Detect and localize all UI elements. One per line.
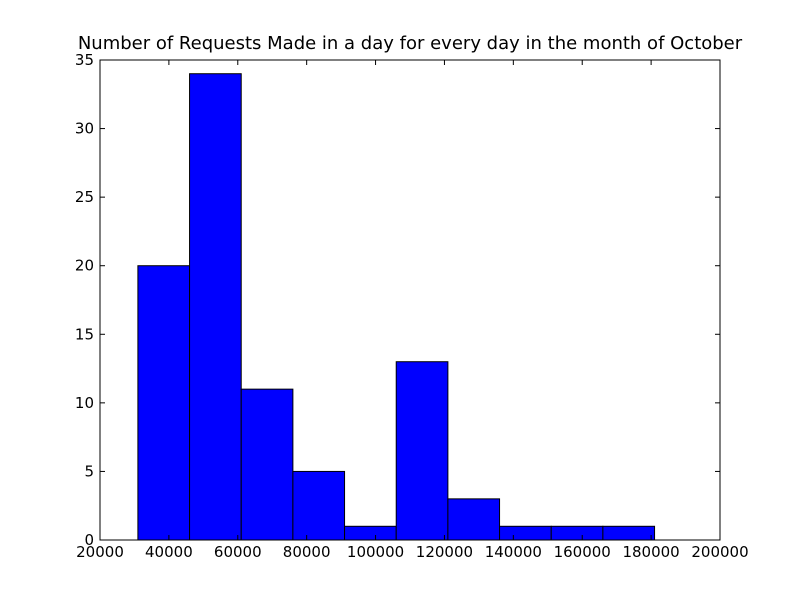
x-tick-label: 180000	[622, 543, 679, 561]
histogram-bar-9	[550, 525, 604, 541]
histogram-bar-6	[395, 361, 449, 541]
x-tick-label: 40000	[145, 543, 193, 561]
x-tick-label: 60000	[214, 543, 262, 561]
bars-layer	[137, 73, 656, 541]
histogram-bar-2	[189, 73, 242, 541]
histogram-bar-5	[344, 525, 397, 541]
x-tick-label: 160000	[554, 543, 611, 561]
histogram-bar-3	[240, 388, 294, 541]
y-tick-label: 10	[75, 394, 94, 412]
chart-title: Number of Requests Made in a day for eve…	[78, 33, 743, 54]
y-tick-label: 25	[75, 188, 94, 206]
x-tick-label: 120000	[416, 543, 473, 561]
y-tick-label: 15	[75, 325, 94, 343]
histogram-bar-10	[602, 525, 656, 541]
histogram-bar-4	[292, 470, 346, 541]
x-tick-label: 100000	[347, 543, 404, 561]
plot-area-frame	[99, 59, 721, 541]
x-tick-label: 80000	[283, 543, 331, 561]
y-tick-label: 20	[75, 257, 94, 275]
histogram-bar-8	[499, 525, 552, 541]
y-tick-labels: 0 5 10 15 20 25 30 35	[75, 51, 94, 549]
y-tick-label: 35	[75, 51, 94, 69]
x-tick-label: 20000	[76, 543, 124, 561]
histogram-bar-7	[447, 498, 501, 541]
y-tick-label: 5	[84, 462, 94, 480]
y-tick-label: 30	[75, 120, 94, 138]
y-tick-label: 0	[84, 531, 94, 549]
x-tick-label: 200000	[691, 543, 748, 561]
x-tick-labels: 20000 40000 60000 80000 100000 120000 140000 16…	[76, 543, 748, 561]
x-tick-label: 140000	[485, 543, 542, 561]
histogram-bar-1	[137, 265, 191, 541]
ticks-layer	[99, 59, 721, 541]
